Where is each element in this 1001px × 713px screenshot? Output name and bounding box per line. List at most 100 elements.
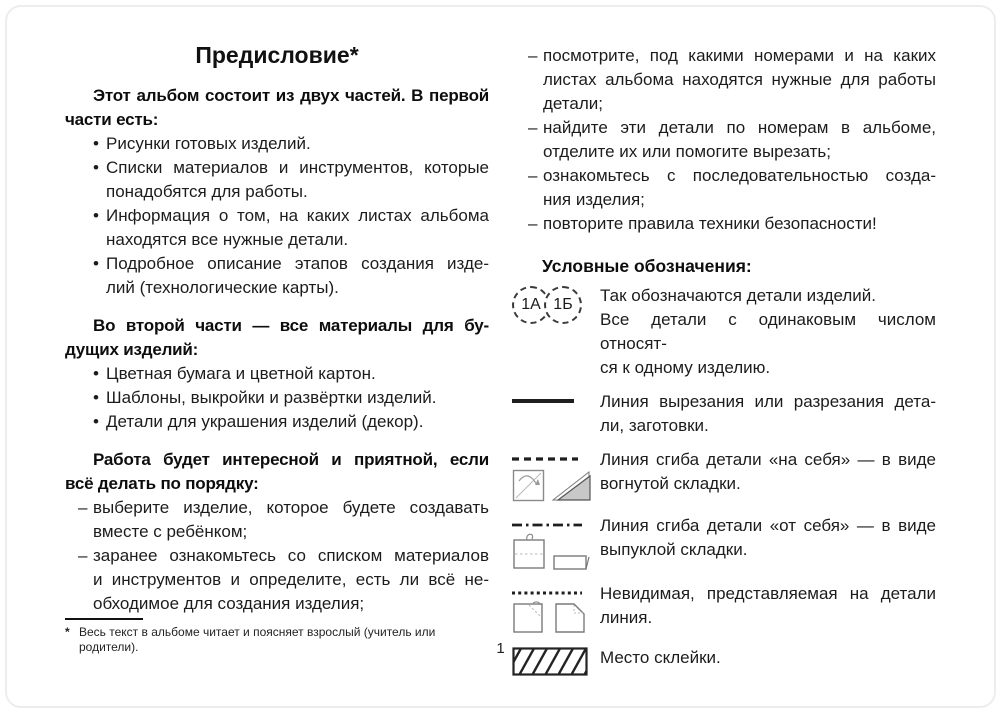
dash-list-right: – посмотрите, под какими номерами и на к… [528,44,936,236]
detail-badge: 1Б [544,286,582,324]
text-line: Все детали с одинаковым числом относят- [600,310,936,353]
dash-icon: – [528,118,538,137]
dash-icon: – [78,498,88,517]
legend-item-invisible-line: Невидимая, представляемая на детали линия… [512,582,936,636]
legend-item-fold-away: Линия сгиба детали «от себя» — в виде вып… [512,514,936,572]
text-line: Этот альбом состоит из двух частей. В пе… [93,86,489,105]
legend-item-text: Линия вырезания или разрезания дета-ли, … [600,390,936,438]
text-line: Информация о том, на каких листах альбом… [106,206,489,225]
list-item-text: Детали для украшения изделий (декор). [106,410,489,434]
text-line: ся к одному изделию. [600,358,771,377]
dash-icon: – [528,214,538,233]
text-line: выберите изделие, которое будете создава… [93,498,489,517]
paragraph-part2: Во второй части — все материалы для бу-д… [65,314,489,362]
legend-item-cut-line: Линия вырезания или разрезания дета-ли, … [512,390,936,438]
list-item: • Цветная бумага и цветной картон. [93,362,489,386]
paragraph-order: Работа будет интересной и приятной, если… [65,448,489,496]
legend-item-text: Линия сгиба детали «на себя» — в виде вог… [600,448,936,504]
page-title: Предисловие* [65,40,489,70]
list-item-text: Подробное описание этапов создания изде-… [106,252,489,300]
list-item-text: посмотрите, под какими номерами и на как… [543,44,936,116]
text-line: Место склейки. [600,648,721,667]
list-item-text: Списки материалов и инструментов, которы… [106,156,489,204]
list-item: • Информация о том, на каких листах альб… [93,204,489,252]
text-line: листах альбома находятся нужные для рабо… [543,70,936,89]
list-item-text: выберите изделие, которое будете создава… [93,496,489,544]
text-line: посмотрите, под какими номерами и на как… [543,46,936,65]
text-line: Во второй части — все материалы для бу- [93,316,489,335]
invisible-line-icon [512,582,600,636]
list-item-text: Шаблоны, выкройки и развёртки изделий. [106,386,489,410]
list-item: • Детали для украшения изделий (декор). [93,410,489,434]
footnote-text: Весь текст в альбоме читает и поясняет в… [79,625,436,654]
text-line: Детали для украшения изделий (декор). [106,412,424,431]
paragraph-intro: Этот альбом состоит из двух частей. В пе… [65,84,489,132]
text-line: всё делать по порядку: [65,474,259,493]
text-line: отделите их или помогите вырезать; [543,142,831,161]
list-item: – выберите изделие, которое будете созда… [78,496,489,544]
text-line: и инструментов и определите, есть ли всё… [93,570,489,589]
text-line: Линия сгиба детали «на себя» — в виде [600,450,936,469]
text-line: линия. [600,608,653,627]
text-line: Так обозначаются детали изделий. [600,286,877,305]
list-item: – посмотрите, под какими номерами и на к… [528,44,936,116]
text-line: Списки материалов и инструментов, которы… [106,158,489,177]
page-number: 1 [496,640,505,657]
dash-list-left: – выберите изделие, которое будете созда… [78,496,489,616]
text-line: дущих изделий: [65,340,199,359]
right-column: – посмотрите, под какими номерами и на к… [512,44,936,677]
bullet-icon: • [93,388,99,407]
list-item: – повторите правила техники безопасности… [528,212,936,236]
list-item: • Шаблоны, выкройки и развёртки изделий. [93,386,489,410]
legend-paragraph: Так обозначаются детали изделий. [600,284,936,308]
bullet-icon: • [93,254,99,273]
fold-toward-line-icon [512,448,600,504]
cut-line-icon [512,390,600,438]
left-column: Предисловие* Этот альбом состоит из двух… [65,40,489,616]
text-line: Линия вырезания или разрезания дета- [600,392,936,411]
text-line: Цветная бумага и цветной картон. [106,364,376,383]
fold-away-line-icon [512,514,600,572]
text-line: Невидимая, представляемая на детали [600,584,936,603]
list-item-text: Информация о том, на каких листах альбом… [106,204,489,252]
list-item-text: ознакомьтесь с последовательностью созда… [543,164,936,212]
dash-icon: – [78,546,88,565]
legend-item-detail-numbers: 1А 1Б Так обозначаются детали изделий. В… [512,284,936,380]
text-line: Подробное описание этапов создания изде- [106,254,489,273]
bullet-icon: • [93,364,99,383]
text-line: Работа будет интересной и приятной, если [93,450,489,469]
list-item-text: повторите правила техники безопасности! [543,212,936,236]
text-line: вместе с ребёнком; [93,522,248,541]
list-item: • Списки материалов и инструментов, кото… [93,156,489,204]
legend-item-text: Место склейки. [600,646,936,677]
text-line: ния изделия; [543,190,645,209]
list-item-text: Рисунки готовых изделий. [106,132,489,156]
bullet-list-part2: • Цветная бумага и цветной картон. • Шаб… [93,362,489,434]
text-line: Шаблоны, выкройки и развёртки изделий. [106,388,437,407]
dash-icon: – [528,166,538,185]
detail-badge: 1А [512,286,550,324]
text-line: ознакомьтесь с последовательностью созда… [543,166,936,185]
text-line: обходимое для создания изделия; [93,594,365,613]
text-line: находятся все нужные детали. [106,230,349,249]
legend-item-glue-area: Место склейки. [512,646,936,677]
text-line: выпуклой складки. [600,540,748,559]
list-item: – заранее ознакомьтесь со списком матери… [78,544,489,616]
detail-number-circles-icon: 1А 1Б [512,284,600,380]
footnote-marker: * [65,625,70,639]
list-item: • Подробное описание этапов создания изд… [93,252,489,300]
text-line: заранее ознакомьтесь со списком материал… [93,546,489,565]
legend-item-fold-toward: Линия сгиба детали «на себя» — в виде вог… [512,448,936,504]
legend-paragraph: Все детали с одинаковым числом относят-с… [600,308,936,380]
bullet-icon: • [93,134,99,153]
text-line: Рисунки готовых изделий. [106,134,311,153]
bullet-list-part1: • Рисунки готовых изделий. • Списки мате… [93,132,489,300]
list-item-text: Цветная бумага и цветной картон. [106,362,489,386]
text-line: части есть: [65,110,159,129]
bullet-icon: • [93,206,99,225]
text-line: вогнутой складки. [600,474,741,493]
page-title-text: Предисловие [195,42,350,68]
list-item: • Рисунки готовых изделий. [93,132,489,156]
list-item: – ознакомьтесь с последовательностью соз… [528,164,936,212]
